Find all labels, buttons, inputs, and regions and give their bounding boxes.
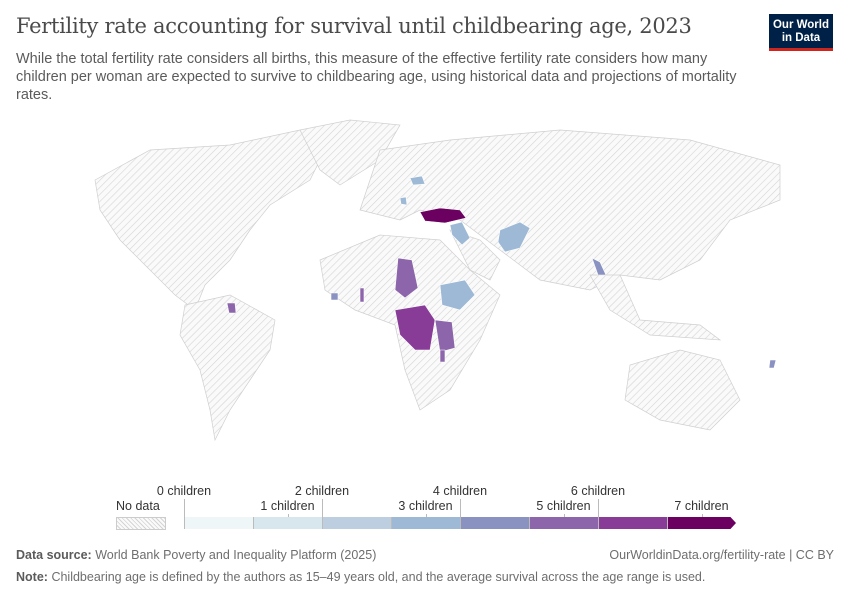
legend-tick <box>322 499 323 517</box>
legend-tick <box>701 514 703 517</box>
source-url[interactable]: OurWorldinData.org/fertility-rate | CC B… <box>609 548 834 562</box>
legend-label: 0 children <box>156 484 212 498</box>
legend-no-data-label: No data <box>116 499 160 513</box>
legend-bin-1 <box>253 517 322 529</box>
country-pakistan <box>497 221 531 253</box>
chart-subtitle: While the total fertility rate considers… <box>16 51 737 103</box>
no-data-landmass <box>94 119 781 442</box>
south-america <box>179 294 276 442</box>
chart-title: Fertility rate accounting for survival u… <box>16 14 692 38</box>
country-turkey <box>419 207 467 224</box>
legend-label: 5 children <box>536 499 591 513</box>
country-dr-congo <box>394 304 436 351</box>
legend-tick <box>563 514 565 517</box>
country-iraq <box>449 221 471 246</box>
legend-label: 1 children <box>260 499 315 513</box>
legend-tick <box>460 499 461 517</box>
data-source: Data source: World Bank Poverty and Ineq… <box>16 548 377 562</box>
legend-bin-3 <box>391 517 460 529</box>
country-chad <box>394 257 419 299</box>
country-bosnia <box>399 196 408 206</box>
southeast-asia <box>589 274 722 341</box>
legend-tick <box>425 514 427 517</box>
north-america <box>94 129 331 311</box>
country-togo <box>359 287 365 303</box>
world-map <box>94 119 781 442</box>
country-malawi <box>439 349 446 363</box>
legend-bin-7 <box>667 517 736 529</box>
legend-label: 2 children <box>294 484 350 498</box>
legend-label: 3 children <box>398 499 453 513</box>
legend-tick <box>598 499 599 517</box>
country-vanuatu <box>768 359 777 369</box>
note: Note: Childbearing age is defined by the… <box>16 570 706 584</box>
legend-tick <box>184 499 185 517</box>
country-guyana <box>226 302 237 314</box>
legend-label: 6 children <box>570 484 626 498</box>
legend-no-data-swatch <box>116 517 166 530</box>
australia <box>624 349 741 431</box>
legend-bin-6 <box>598 517 667 529</box>
country-ethiopia <box>439 279 476 311</box>
legend-label: 4 children <box>432 484 488 498</box>
legend-label: 7 children <box>674 499 729 513</box>
country-liberia <box>330 292 339 301</box>
legend-bin-2 <box>322 517 391 529</box>
country-tanzania <box>434 319 456 353</box>
legend-bin-5 <box>529 517 598 529</box>
country-moldova <box>409 175 426 186</box>
legend-bin-4 <box>460 517 529 529</box>
owid-logo[interactable]: Our World in Data <box>769 14 833 51</box>
legend-bin-0 <box>184 517 253 529</box>
country-laos <box>591 257 607 276</box>
legend-tick <box>287 514 289 517</box>
